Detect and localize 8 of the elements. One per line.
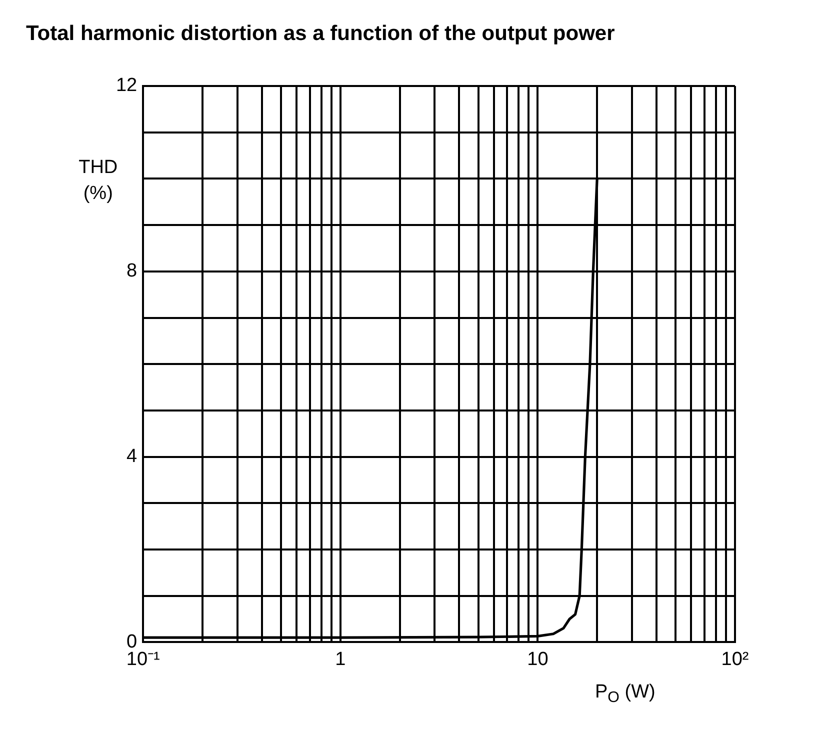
x-tick-label: 10: [527, 648, 548, 670]
y-tick-label: 8: [126, 260, 138, 282]
x-tick-label: 1: [335, 648, 346, 670]
y-tick-label: 4: [126, 446, 138, 468]
x-tick-label: 10²: [721, 648, 749, 670]
chart-title: Total harmonic distortion as a function of the output power: [26, 22, 615, 46]
y-tick-label: 12: [116, 75, 138, 96]
y-axis-title: THD (%): [78, 157, 118, 204]
